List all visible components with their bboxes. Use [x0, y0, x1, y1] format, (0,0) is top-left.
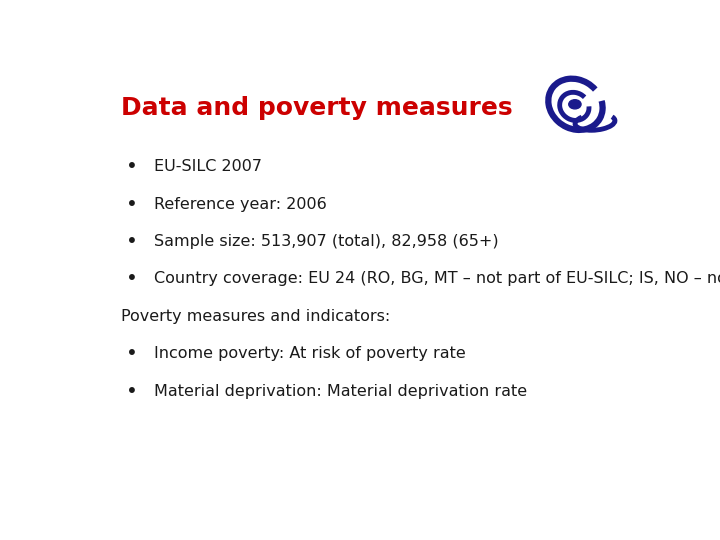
Text: EU-SILC 2007: EU-SILC 2007	[154, 159, 262, 174]
Text: Country coverage: EU 24 (RO, BG, MT – not part of EU-SILC; IS, NO – not EU): Country coverage: EU 24 (RO, BG, MT – no…	[154, 272, 720, 286]
Text: •: •	[126, 345, 138, 363]
Text: •: •	[126, 232, 138, 251]
Text: •: •	[126, 382, 138, 401]
Text: •: •	[126, 269, 138, 288]
Text: Income poverty: At risk of poverty rate: Income poverty: At risk of poverty rate	[154, 346, 466, 361]
Text: •: •	[126, 194, 138, 214]
Text: •: •	[126, 157, 138, 176]
Text: Data and poverty measures: Data and poverty measures	[121, 97, 513, 120]
Text: Material deprivation: Material deprivation rate: Material deprivation: Material deprivati…	[154, 384, 527, 399]
Text: Poverty measures and indicators:: Poverty measures and indicators:	[121, 309, 390, 324]
Text: Reference year: 2006: Reference year: 2006	[154, 197, 327, 212]
Text: Sample size: 513,907 (total), 82,958 (65+): Sample size: 513,907 (total), 82,958 (65…	[154, 234, 499, 249]
Circle shape	[569, 100, 581, 109]
